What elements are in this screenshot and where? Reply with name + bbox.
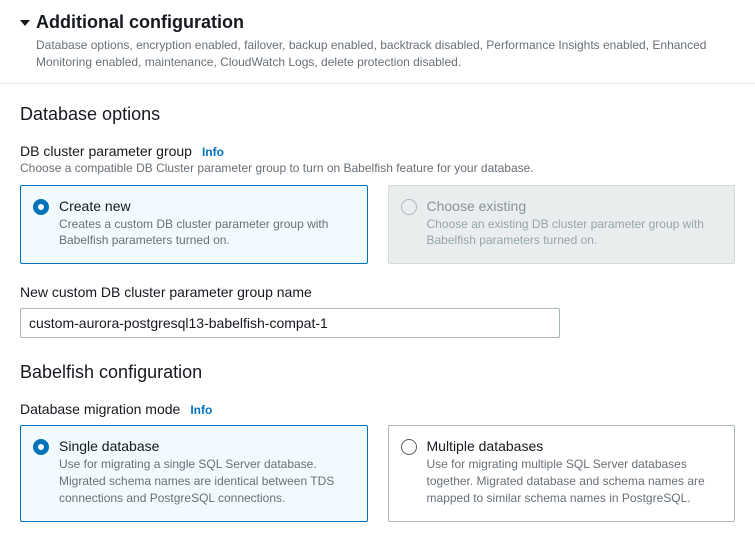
panel-subtitle: Database options, encryption enabled, fa… — [36, 37, 735, 71]
caret-down-icon — [20, 20, 30, 26]
tile-desc: Choose an existing DB cluster parameter … — [427, 216, 723, 250]
database-options-heading: Database options — [20, 104, 735, 125]
radio-icon — [401, 199, 417, 215]
tile-title: Single database — [59, 438, 355, 454]
new-group-name-input[interactable] — [20, 308, 560, 338]
babelfish-heading: Babelfish configuration — [20, 362, 735, 383]
migration-mode-info-link[interactable]: Info — [190, 403, 212, 417]
tile-single-database[interactable]: Single database Use for migrating a sing… — [20, 425, 368, 521]
tile-multiple-databases[interactable]: Multiple databases Use for migrating mul… — [388, 425, 736, 521]
tile-create-new[interactable]: Create new Creates a custom DB cluster p… — [20, 185, 368, 265]
param-group-label: DB cluster parameter group — [20, 143, 192, 159]
tile-desc: Use for migrating multiple SQL Server da… — [427, 456, 723, 506]
param-group-info-link[interactable]: Info — [202, 145, 224, 159]
tile-title: Multiple databases — [427, 438, 723, 454]
tile-desc: Creates a custom DB cluster parameter gr… — [59, 216, 355, 250]
radio-icon — [33, 199, 49, 215]
radio-icon — [33, 439, 49, 455]
additional-config-header[interactable]: Additional configuration Database option… — [0, 0, 755, 84]
tile-title: Choose existing — [427, 198, 723, 214]
panel-title: Additional configuration — [36, 12, 244, 33]
tile-choose-existing: Choose existing Choose an existing DB cl… — [388, 185, 736, 265]
tile-title: Create new — [59, 198, 355, 214]
migration-mode-label: Database migration mode — [20, 401, 180, 417]
tile-desc: Use for migrating a single SQL Server da… — [59, 456, 355, 506]
param-group-desc: Choose a compatible DB Cluster parameter… — [20, 161, 735, 175]
new-group-name-label: New custom DB cluster parameter group na… — [20, 284, 735, 300]
radio-icon — [401, 439, 417, 455]
